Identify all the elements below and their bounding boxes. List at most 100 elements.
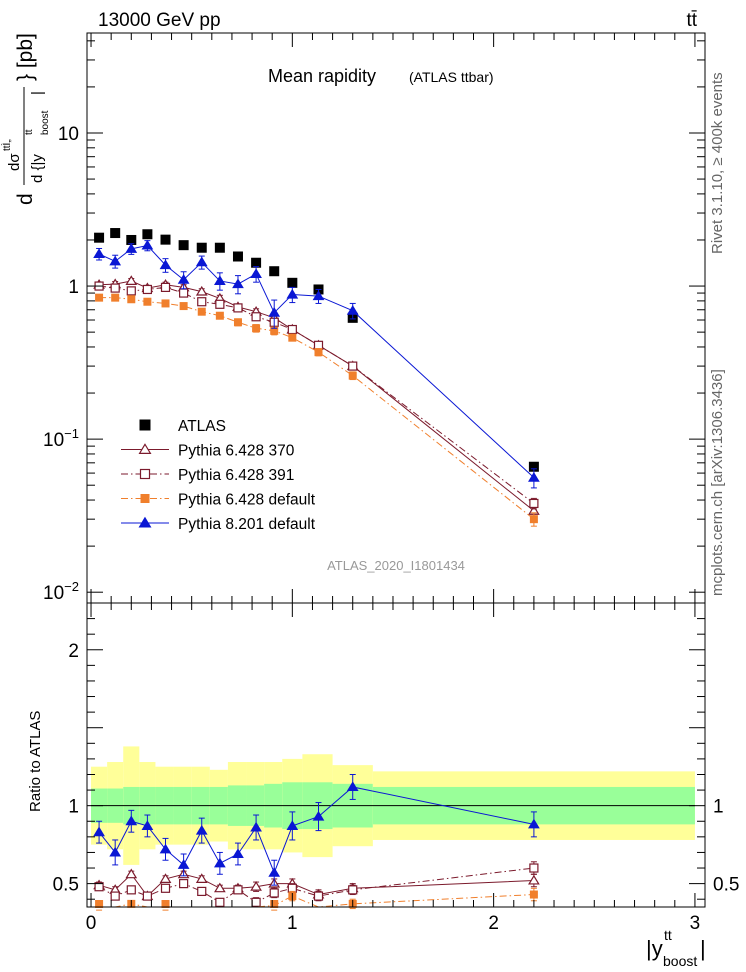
- data-point-upper: [346, 305, 359, 315]
- data-point-upper: [111, 293, 120, 302]
- legend-label: Pythia 6.428 default: [178, 492, 316, 509]
- data-point-ratio: [233, 885, 243, 895]
- data-point-ratio: [177, 859, 190, 869]
- series-line-upper: [99, 285, 535, 504]
- data-point-ratio: [286, 820, 299, 830]
- y-axis-label-part: |: [29, 91, 46, 95]
- data-point-upper: [233, 303, 243, 313]
- data-point-upper: [251, 312, 261, 322]
- data-point-ratio: [529, 863, 539, 873]
- y-tick-label: 10−2: [43, 579, 79, 604]
- data-point-upper: [348, 361, 358, 371]
- x-axis-label-sub: boost: [663, 953, 697, 969]
- data-point-ratio: [312, 810, 325, 821]
- data-point-upper: [214, 242, 225, 253]
- data-point-ratio: [251, 897, 261, 907]
- data-point-ratio: [159, 843, 172, 854]
- data-point-upper: [314, 348, 323, 357]
- data-point-upper: [142, 229, 153, 240]
- data-point-upper: [286, 288, 299, 299]
- data-point-ratio: [126, 885, 136, 895]
- data-point-ratio: [142, 891, 152, 901]
- x-axis-label-bar: |: [700, 936, 706, 961]
- analysis-id: ATLAS_2020_I1801434: [327, 558, 465, 573]
- series-line-upper: [99, 297, 535, 520]
- legend-entry: Pythia 6.428 370: [121, 443, 295, 460]
- data-point-upper: [110, 283, 120, 293]
- y-axis-label-part: d {|y: [29, 154, 46, 183]
- data-point-ratio: [125, 815, 138, 826]
- data-point-upper: [179, 302, 188, 311]
- data-point-ratio: [195, 873, 208, 883]
- data-point-ratio: [125, 868, 138, 879]
- data-point-upper: [94, 232, 105, 243]
- y-axis-label-part: tt: [24, 129, 35, 135]
- data-point-upper: [232, 278, 244, 289]
- x-tick-label: 0: [86, 913, 97, 934]
- data-point-ratio: [313, 891, 324, 901]
- data-point-upper: [197, 307, 206, 316]
- data-point-upper: [529, 498, 539, 509]
- data-point-upper: [215, 299, 225, 309]
- data-point-upper: [269, 266, 280, 277]
- x-tick-label: 1: [287, 913, 298, 934]
- y-axis-label-part: ttÌ„: [0, 139, 13, 151]
- data-point-ratio: [160, 883, 171, 893]
- legend-label: Pythia 6.428 370: [178, 443, 295, 460]
- data-point-upper: [141, 239, 154, 250]
- mcplots-label: mcplots.cern.ch [arXiv:1306.3436]: [709, 369, 726, 596]
- data-point-ratio: [195, 824, 208, 835]
- data-point-upper: [93, 248, 105, 259]
- data-point-upper: [125, 243, 138, 253]
- energy-label: 13000 GeV pp: [98, 10, 221, 31]
- plot-title: Mean rapidity: [268, 66, 376, 86]
- y-tick-label: 1: [68, 277, 79, 298]
- data-point-upper: [252, 324, 261, 333]
- series-line-upper: [99, 280, 535, 512]
- data-point-upper: [233, 318, 242, 327]
- data-point-upper: [232, 251, 243, 262]
- data-point-ratio: [94, 882, 104, 892]
- data-point-upper: [109, 255, 122, 266]
- data-point-ratio: [109, 846, 122, 857]
- data-point-ratio: [213, 857, 226, 868]
- data-point-upper: [528, 471, 540, 482]
- data-point-upper: [195, 285, 208, 296]
- data-point-upper: [161, 299, 170, 308]
- data-point-upper: [125, 275, 138, 285]
- data-point-upper: [126, 234, 137, 245]
- y-axis-label: d dσ ttÌ„ d {|y tt boost |} [pb]: [0, 33, 51, 205]
- x-axis-label-text: |y: [646, 936, 663, 961]
- data-point-upper: [213, 275, 226, 285]
- plot-subtitle: (ATLAS ttbar): [409, 69, 494, 85]
- legend-label: ATLAS: [178, 418, 226, 435]
- data-point-ratio: [161, 900, 170, 908]
- data-point-upper: [215, 311, 224, 320]
- y-tick-label: 10: [58, 124, 79, 145]
- series-line-upper: [98, 244, 535, 479]
- y-axis-label-part: dσ: [6, 153, 23, 171]
- data-point-ratio: [95, 900, 104, 908]
- data-point-ratio: [270, 900, 279, 908]
- data-point-ratio: [268, 866, 281, 877]
- ratio-tick-label: 2: [68, 641, 79, 662]
- data-point-upper: [528, 461, 539, 472]
- ratio-tick-label-right: 1: [713, 797, 724, 818]
- data-point-upper: [160, 234, 171, 245]
- data-point-upper: [142, 284, 152, 295]
- data-point-ratio: [528, 818, 540, 829]
- data-point-ratio: [528, 874, 540, 885]
- data-point-upper: [348, 371, 357, 380]
- data-point-ratio: [232, 848, 244, 859]
- data-point-upper: [196, 242, 207, 253]
- data-point-ratio: [269, 888, 279, 898]
- data-point-ratio: [250, 821, 262, 832]
- y-axis-label-part: d: [14, 193, 37, 205]
- data-point-ratio: [250, 881, 262, 891]
- data-point-upper: [143, 297, 152, 306]
- data-point-ratio: [348, 885, 358, 895]
- legend-entry: Pythia 6.428 391: [121, 467, 294, 484]
- ratio-tick-label: 0.5: [53, 875, 79, 896]
- series-pythia-8-201-default: [93, 239, 540, 886]
